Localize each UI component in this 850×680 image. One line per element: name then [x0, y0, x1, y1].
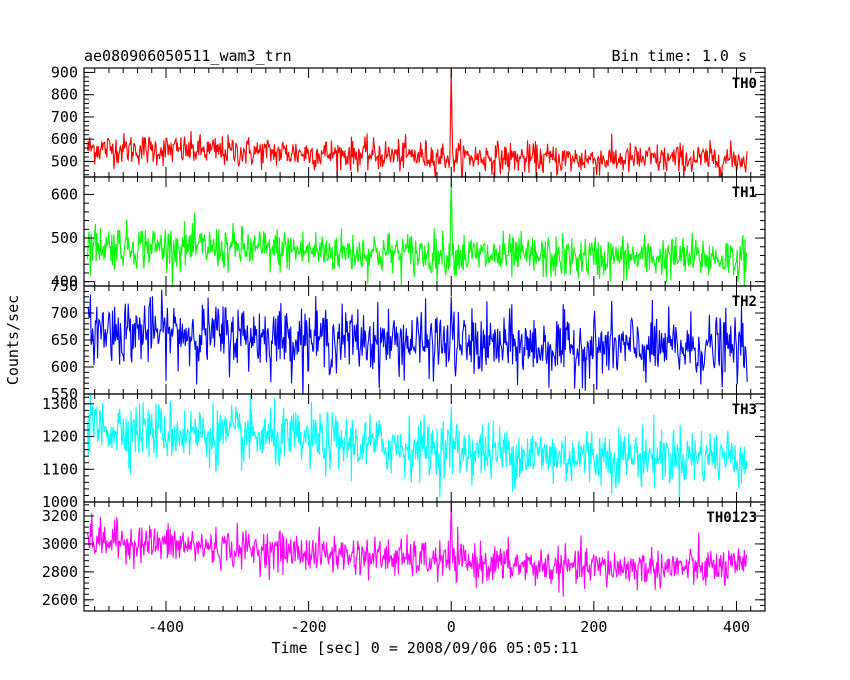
y-tick-label: 1100	[42, 460, 78, 478]
y-tick-label: 600	[51, 130, 78, 148]
y-tick-label: 3200	[42, 507, 78, 525]
y-tick-label: 800	[51, 86, 78, 104]
y-tick-label: 1300	[42, 395, 78, 413]
series-line-th0	[87, 68, 748, 177]
y-tick-label: 550	[51, 385, 78, 403]
panel-th0: 500 600 700 800 900 TH0	[51, 63, 766, 178]
panel-label: TH1	[732, 185, 757, 201]
panel-frame	[83, 176, 766, 287]
y-tick-label: 500	[51, 152, 78, 170]
y-tick-label: 1200	[42, 428, 78, 446]
panel-label: TH0123	[706, 510, 757, 526]
panel-label: TH3	[732, 402, 757, 418]
x-tick-label: 200	[580, 618, 607, 636]
y-tick-label: 600	[51, 185, 78, 203]
y-tick-label: 600	[51, 358, 78, 376]
y-tick-label: 1000	[42, 493, 78, 511]
y-tick-label: 3000	[42, 535, 78, 553]
y-tick-label: 700	[51, 304, 78, 322]
series-line-th2	[87, 289, 748, 394]
x-tick-label: 400	[723, 618, 750, 636]
series-line-th0123	[87, 502, 748, 597]
y-axis-label: Counts/sec	[4, 295, 22, 385]
panel-th2: 550 600 650 700 750 TH2	[51, 277, 766, 403]
bin-time-label: Bin time: 1.0 s	[612, 47, 747, 65]
y-tick-label: 2600	[42, 591, 78, 609]
panel-th3: 1000 1100 1200 1300 TH3	[42, 393, 766, 511]
panel-label: TH0	[732, 76, 757, 92]
y-tick-label: 700	[51, 108, 78, 126]
x-axis-label: Time [sec] 0 = 2008/09/06 05:05:11	[271, 639, 578, 657]
panel-th1: 400 500 600 TH1	[51, 176, 766, 291]
panel-th0123: 2600 2800 3000 3200 TH0123	[42, 501, 766, 612]
y-tick-label: 2800	[42, 563, 78, 581]
series-line-th3	[87, 394, 748, 502]
panel-frame	[83, 501, 766, 612]
x-tick-label: -400	[148, 618, 184, 636]
chart-title: ae080906050511_wam3_trn	[84, 47, 292, 65]
y-tick-label: 400	[51, 273, 78, 291]
x-tick-label: 0	[447, 618, 456, 636]
y-tick-label: 650	[51, 331, 78, 349]
y-tick-label: 500	[51, 229, 78, 247]
panel-label: TH2	[732, 294, 757, 310]
y-tick-label: 750	[51, 277, 78, 295]
x-tick-label: -200	[291, 618, 327, 636]
x-axis: -400 -200 0 200 400	[148, 618, 750, 636]
series-line-th1	[87, 177, 748, 286]
y-tick-label: 900	[51, 63, 78, 81]
panels: 500 600 700 800 900 TH0 400 500 600 TH1 550 600 650 7…	[42, 63, 766, 612]
